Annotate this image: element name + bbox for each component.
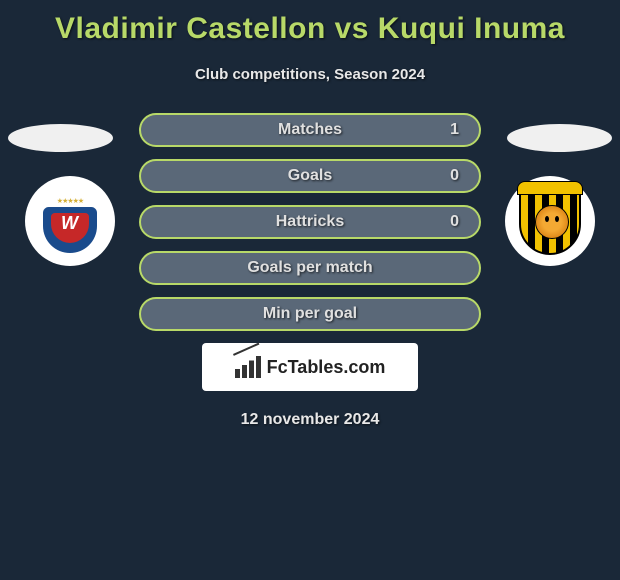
- stat-value: 1: [450, 121, 459, 139]
- brand-box: FcTables.com: [202, 343, 418, 391]
- subtitle: Club competitions, Season 2024: [0, 66, 620, 83]
- stat-label: Matches: [278, 121, 342, 139]
- club-logo-left: ★★★★★: [25, 176, 115, 266]
- player-right-oval: [507, 124, 612, 152]
- stat-row-min-per-goal: Min per goal: [139, 297, 481, 331]
- club-logo-right: [505, 176, 595, 266]
- stat-row-hattricks: Hattricks 0: [139, 205, 481, 239]
- stat-label: Goals per match: [247, 259, 372, 277]
- stat-row-goals-per-match: Goals per match: [139, 251, 481, 285]
- stat-label: Goals: [288, 167, 332, 185]
- stat-value: 0: [450, 213, 459, 231]
- page-title: Vladimir Castellon vs Kuqui Inuma: [0, 0, 620, 46]
- brand-chart-icon: [235, 356, 261, 378]
- stat-label: Hattricks: [276, 213, 344, 231]
- the-strongest-icon: [505, 176, 595, 266]
- wilstermann-icon: ★★★★★: [25, 176, 115, 266]
- stat-row-matches: Matches 1: [139, 113, 481, 147]
- date-label: 12 november 2024: [0, 411, 620, 429]
- player-left-oval: [8, 124, 113, 152]
- stat-label: Min per goal: [263, 305, 357, 323]
- brand-text: FcTables.com: [267, 357, 386, 378]
- stat-value: 0: [450, 167, 459, 185]
- stats-container: Matches 1 Goals 0 Hattricks 0 Goals per …: [139, 113, 481, 331]
- stat-row-goals: Goals 0: [139, 159, 481, 193]
